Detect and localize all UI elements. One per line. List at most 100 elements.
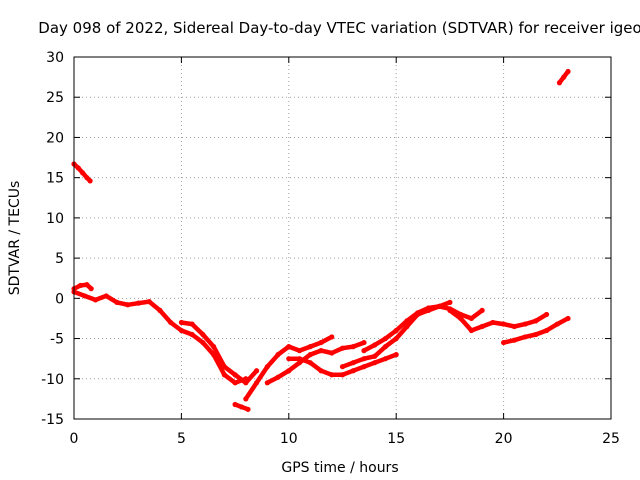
data-point <box>75 165 81 171</box>
data-point <box>372 360 378 366</box>
data-point <box>189 331 195 338</box>
data-point <box>84 282 90 288</box>
data-point <box>146 298 152 305</box>
data-point <box>232 401 238 408</box>
data-point <box>468 315 474 322</box>
data-point <box>243 396 249 402</box>
data-point <box>318 348 324 354</box>
data-point <box>329 350 335 356</box>
data-point <box>339 364 346 370</box>
data-point <box>479 307 485 313</box>
data-point <box>361 364 367 370</box>
x-tick-label: 15 <box>387 431 405 447</box>
data-point <box>103 293 109 299</box>
data-series <box>71 68 571 412</box>
y-axis-label: SDTVAR / TECUs <box>7 181 23 296</box>
data-point <box>211 344 217 350</box>
y-tick-label: 15 <box>46 171 64 187</box>
data-point <box>511 323 517 330</box>
data-point <box>88 286 94 292</box>
data-point <box>157 307 163 313</box>
data-point <box>556 80 563 86</box>
data-point <box>168 319 174 326</box>
data-point <box>565 315 571 322</box>
data-point <box>264 380 270 386</box>
data-point <box>447 299 453 305</box>
series-arc-main <box>71 289 249 386</box>
data-point <box>393 327 399 334</box>
data-point <box>307 352 313 358</box>
x-axis-label: GPS time / hours <box>281 460 398 476</box>
y-tick-label: 30 <box>46 50 64 66</box>
data-point <box>307 344 313 350</box>
data-point <box>264 364 270 370</box>
data-point <box>361 348 367 354</box>
data-point <box>275 374 281 380</box>
data-point <box>468 327 474 334</box>
data-point <box>533 331 539 338</box>
data-point <box>114 299 120 305</box>
data-point <box>221 364 227 370</box>
data-point <box>87 178 93 184</box>
data-point <box>382 335 389 342</box>
data-point <box>522 321 528 327</box>
series-arc-late <box>447 308 549 333</box>
data-point <box>200 331 206 338</box>
data-point <box>554 321 560 327</box>
data-point <box>561 74 567 80</box>
data-point <box>296 348 303 354</box>
data-point <box>425 305 432 311</box>
data-point <box>511 337 517 343</box>
data-point <box>79 170 86 176</box>
data-point <box>543 327 550 334</box>
data-point <box>82 293 88 299</box>
x-tick-label: 10 <box>280 431 298 447</box>
data-point <box>329 334 335 340</box>
x-tick-label: 25 <box>602 431 620 447</box>
data-point <box>329 372 335 378</box>
data-point <box>200 339 206 346</box>
data-point <box>361 339 367 346</box>
plot-frame <box>73 56 612 420</box>
data-point <box>245 406 251 412</box>
data-point <box>339 372 346 378</box>
data-point <box>238 404 245 410</box>
y-tick-label: -10 <box>41 372 64 388</box>
data-point <box>382 344 389 350</box>
data-point <box>232 372 238 378</box>
data-point <box>350 344 356 350</box>
data-point <box>307 360 313 366</box>
data-point <box>286 344 292 350</box>
data-point <box>243 380 249 386</box>
data-point <box>436 303 442 309</box>
data-point <box>458 315 464 322</box>
data-point <box>125 302 131 308</box>
series-arc-dip-a <box>179 320 259 386</box>
data-point <box>318 339 324 346</box>
data-point <box>135 300 142 306</box>
data-point <box>372 342 378 348</box>
data-point <box>501 339 507 346</box>
data-point <box>393 352 399 358</box>
data-point <box>275 352 281 358</box>
data-point <box>350 368 356 374</box>
y-tick-label: -15 <box>41 412 64 428</box>
x-tick-label: 5 <box>177 431 186 447</box>
data-point <box>393 335 399 342</box>
data-point <box>221 372 227 378</box>
axis-ticks: 0 5 10 15 20 25 -15 -10 -5 0 5 10 15 20 25 30 <box>41 50 620 447</box>
y-tick-label: 10 <box>46 211 64 227</box>
y-tick-label: 25 <box>46 90 64 106</box>
data-point <box>501 321 507 327</box>
y-tick-label: 0 <box>55 291 64 307</box>
data-point <box>404 318 410 324</box>
data-point <box>543 311 550 318</box>
y-tick-label: 5 <box>55 251 64 267</box>
series-arc-recovery-b <box>265 340 367 386</box>
y-tick-label: -5 <box>50 332 64 348</box>
data-point <box>382 356 389 362</box>
x-tick-label: 20 <box>495 431 513 447</box>
x-tick-label: 0 <box>70 431 79 447</box>
data-point <box>415 310 421 316</box>
data-point <box>490 319 496 326</box>
